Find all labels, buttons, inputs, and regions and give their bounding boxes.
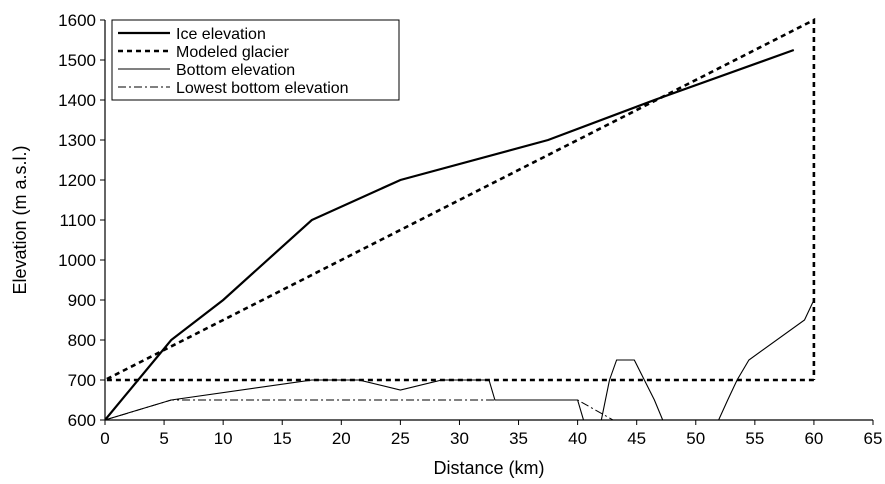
axes	[104, 20, 873, 421]
y-axis-title: Elevation (m a.s.l.)	[10, 145, 30, 294]
x-axis-title: Distance (km)	[433, 458, 544, 478]
x-tick-label: 40	[568, 429, 587, 448]
x-tick-label: 0	[100, 429, 109, 448]
series-line-3	[105, 299, 815, 420]
x-tick-label: 65	[864, 429, 883, 448]
y-tick-label: 1200	[58, 171, 96, 190]
x-tick-label: 5	[159, 429, 168, 448]
series-line-1	[105, 48, 795, 420]
x-tick-label: 60	[804, 429, 823, 448]
y-tick-label: 700	[68, 371, 96, 390]
y-tick-label: 900	[68, 291, 96, 310]
x-tick-label: 55	[745, 429, 764, 448]
x-tick-label: 15	[273, 429, 292, 448]
legend-label: Modeled glacier	[176, 44, 290, 61]
y-tick-label: 1300	[58, 131, 96, 150]
y-axis-ticks: 600 700 800 900 1000 1100 1200 1300 1400 1500 1600	[58, 11, 105, 430]
x-tick-label: 50	[686, 429, 705, 448]
x-tick-label: 10	[214, 429, 233, 448]
y-tick-label: 800	[68, 331, 96, 350]
legend-label: Ice elevation	[176, 26, 266, 43]
x-tick-label: 45	[627, 429, 646, 448]
legend-label: Lowest bottom elevation	[176, 80, 349, 97]
y-tick-label: 1500	[58, 51, 96, 70]
series-line-4	[105, 399, 614, 420]
y-tick-label: 1600	[58, 11, 96, 30]
legend-label: Bottom elevation	[176, 62, 295, 79]
x-tick-label: 35	[509, 429, 528, 448]
x-tick-label: 30	[450, 429, 469, 448]
series-layer	[105, 18, 816, 420]
x-tick-label: 25	[391, 429, 410, 448]
x-axis-ticks: 0 5 10 15 20 25 30 35 40 45 50 55 60 65	[100, 420, 882, 448]
x-tick-label: 20	[332, 429, 351, 448]
y-tick-label: 600	[68, 411, 96, 430]
y-tick-label: 1400	[58, 91, 96, 110]
y-tick-label: 1000	[58, 251, 96, 270]
y-tick-label: 1100	[59, 211, 96, 230]
